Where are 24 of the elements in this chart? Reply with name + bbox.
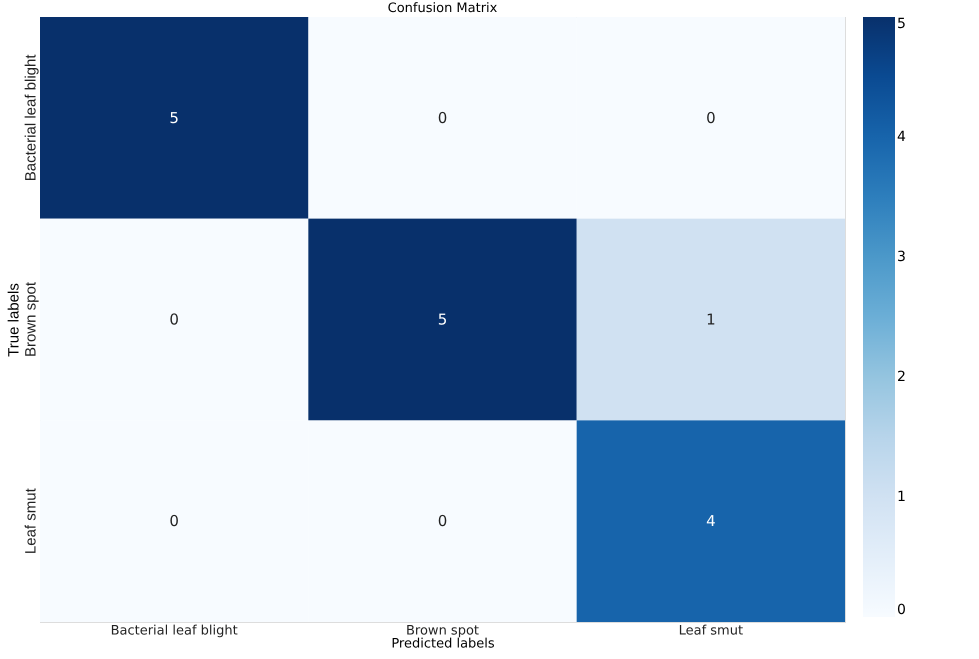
y-tick-label: Bacterial leaf blight: [22, 54, 40, 182]
color-bar-label: 4: [897, 129, 906, 145]
y-axis-title: True labels: [6, 283, 22, 357]
x-tick-label: Bacterial leaf blight: [110, 624, 238, 638]
y-tick-label: Leaf smut: [22, 487, 40, 554]
color-bar-label: 0: [897, 602, 906, 618]
data-label: 0: [169, 310, 179, 328]
x-tick-label: Brown spot: [406, 624, 480, 638]
data-label: 5: [169, 108, 179, 127]
data-label: 5: [438, 310, 448, 328]
data-label: 0: [706, 108, 716, 127]
chart-title: Confusion Matrix: [388, 1, 498, 16]
data-label: 0: [438, 512, 448, 530]
data-label: 4: [706, 512, 716, 530]
data-label: 0: [438, 108, 448, 127]
x-axis-title: Predicted labels: [391, 636, 495, 652]
color-bar-label: 2: [897, 369, 906, 385]
data-label: 0: [169, 512, 179, 530]
data-label: 1: [706, 310, 716, 328]
color-bar-label: 5: [897, 16, 906, 32]
x-tick-label: Leaf smut: [678, 624, 744, 638]
color-bar-label: 3: [897, 249, 906, 265]
color-bar-label: 1: [897, 489, 906, 505]
y-tick-label: Brown spot: [22, 281, 40, 358]
